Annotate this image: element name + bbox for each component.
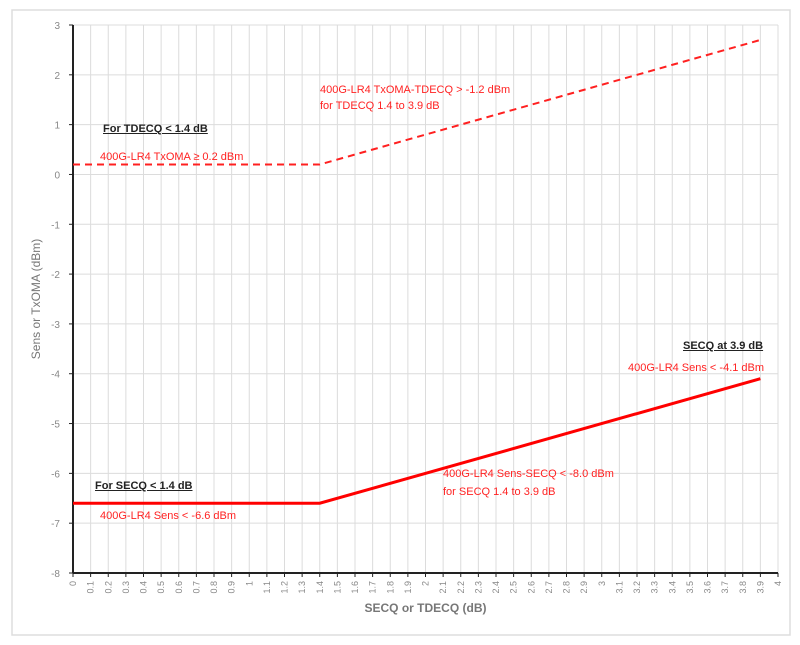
- y-tick-label: -6: [51, 469, 60, 480]
- series-line-1: [73, 377, 761, 505]
- x-tick-label: 2.6: [526, 581, 536, 594]
- x-tick-label: 3.3: [650, 581, 660, 594]
- x-tick-label: 1.2: [280, 581, 290, 594]
- annotation-tdecq-header: For TDECQ < 1.4 dB: [103, 123, 208, 135]
- annotation-txoma-slope-2: for TDECQ 1.4 to 3.9 dB: [320, 100, 440, 112]
- x-tick-label: 3.9: [755, 581, 765, 594]
- x-tick-label: 0.4: [139, 581, 149, 594]
- y-tick-label: 0: [54, 170, 60, 181]
- x-tick-label: 3.4: [667, 581, 677, 594]
- x-tick-label: 1.7: [368, 581, 378, 594]
- y-tick-label: -3: [51, 320, 60, 331]
- x-tick-label: 2.5: [509, 581, 519, 594]
- annotation-sens-end: 400G-LR4 Sens < -4.1 dBm: [628, 362, 765, 374]
- y-tick-label: 3: [54, 21, 60, 32]
- x-tick-label: 2.7: [544, 581, 554, 594]
- x-tick-label: 1.4: [315, 581, 325, 594]
- x-tick-label: 3.1: [614, 581, 624, 594]
- x-tick-label: 0.2: [103, 581, 113, 594]
- x-tick-label: 3.6: [703, 581, 713, 594]
- x-tick-label: 1: [244, 581, 254, 586]
- x-tick-label: 0.3: [121, 581, 131, 594]
- x-tick-label: 0.8: [209, 581, 219, 594]
- annotation-sens-slope-1: 400G-LR4 Sens-SECQ < -8.0 dBm: [443, 468, 614, 480]
- y-tick-label: -7: [51, 519, 60, 530]
- x-tick-label: 3.7: [720, 581, 730, 594]
- y-tick-label: -5: [51, 420, 60, 431]
- x-tick-label: 0: [68, 581, 78, 586]
- x-tick-label: 1.9: [403, 581, 413, 594]
- series-line-0: [73, 38, 761, 166]
- annotation-txoma-flat: 400G-LR4 TxOMA ≥ 0.2 dBm: [100, 151, 244, 163]
- chart-frame: [11, 9, 791, 636]
- x-tick-label: 0.5: [156, 581, 166, 594]
- x-tick-label: 3.5: [685, 581, 695, 594]
- x-tick-label: 2.1: [438, 581, 448, 594]
- annotation-secq-header: For SECQ < 1.4 dB: [95, 480, 193, 492]
- y-tick-label: -1: [51, 220, 60, 231]
- x-tick-label: 1.6: [350, 581, 360, 594]
- x-tick-label: 2.9: [579, 581, 589, 594]
- y-tick-label: 2: [54, 71, 60, 82]
- y-tick-label: -8: [51, 569, 60, 580]
- annotation-sens-flat: 400G-LR4 Sens < -6.6 dBm: [100, 510, 237, 522]
- x-axis-label: SECQ or TDECQ (dB): [365, 601, 487, 615]
- x-tick-label: 2.3: [473, 581, 483, 594]
- x-tick-label: 0.9: [227, 581, 237, 594]
- x-tick-label: 0.6: [174, 581, 184, 594]
- y-tick-label: -2: [51, 270, 60, 281]
- annotation-sens-slope-2: for SECQ 1.4 to 3.9 dB: [443, 486, 556, 498]
- x-tick-label: 3.2: [632, 581, 642, 594]
- y-axis-label: Sens or TxOMA (dBm): [29, 239, 43, 359]
- y-tick-label: 1: [54, 121, 60, 132]
- x-tick-label: 3.8: [738, 581, 748, 594]
- annotation-txoma-slope-1: 400G-LR4 TxOMA-TDECQ > -1.2 dBm: [320, 84, 511, 96]
- y-tick-label: -4: [51, 370, 60, 381]
- x-tick-label: 1.5: [332, 581, 342, 594]
- x-tick-label: 2.2: [456, 581, 466, 594]
- x-tick-label: 4: [773, 581, 783, 586]
- x-tick-label: 1.8: [385, 581, 395, 594]
- x-tick-label: 2: [421, 581, 431, 586]
- x-tick-label: 1.1: [262, 581, 272, 594]
- x-tick-label: 0.7: [191, 581, 201, 594]
- x-tick-label: 2.8: [562, 581, 572, 594]
- x-tick-label: 2.4: [491, 581, 501, 594]
- x-tick-label: 0.1: [86, 581, 96, 594]
- annotation-secq39-header: SECQ at 3.9 dB: [683, 340, 764, 352]
- x-tick-label: 3: [597, 581, 607, 586]
- x-tick-label: 1.3: [297, 581, 307, 594]
